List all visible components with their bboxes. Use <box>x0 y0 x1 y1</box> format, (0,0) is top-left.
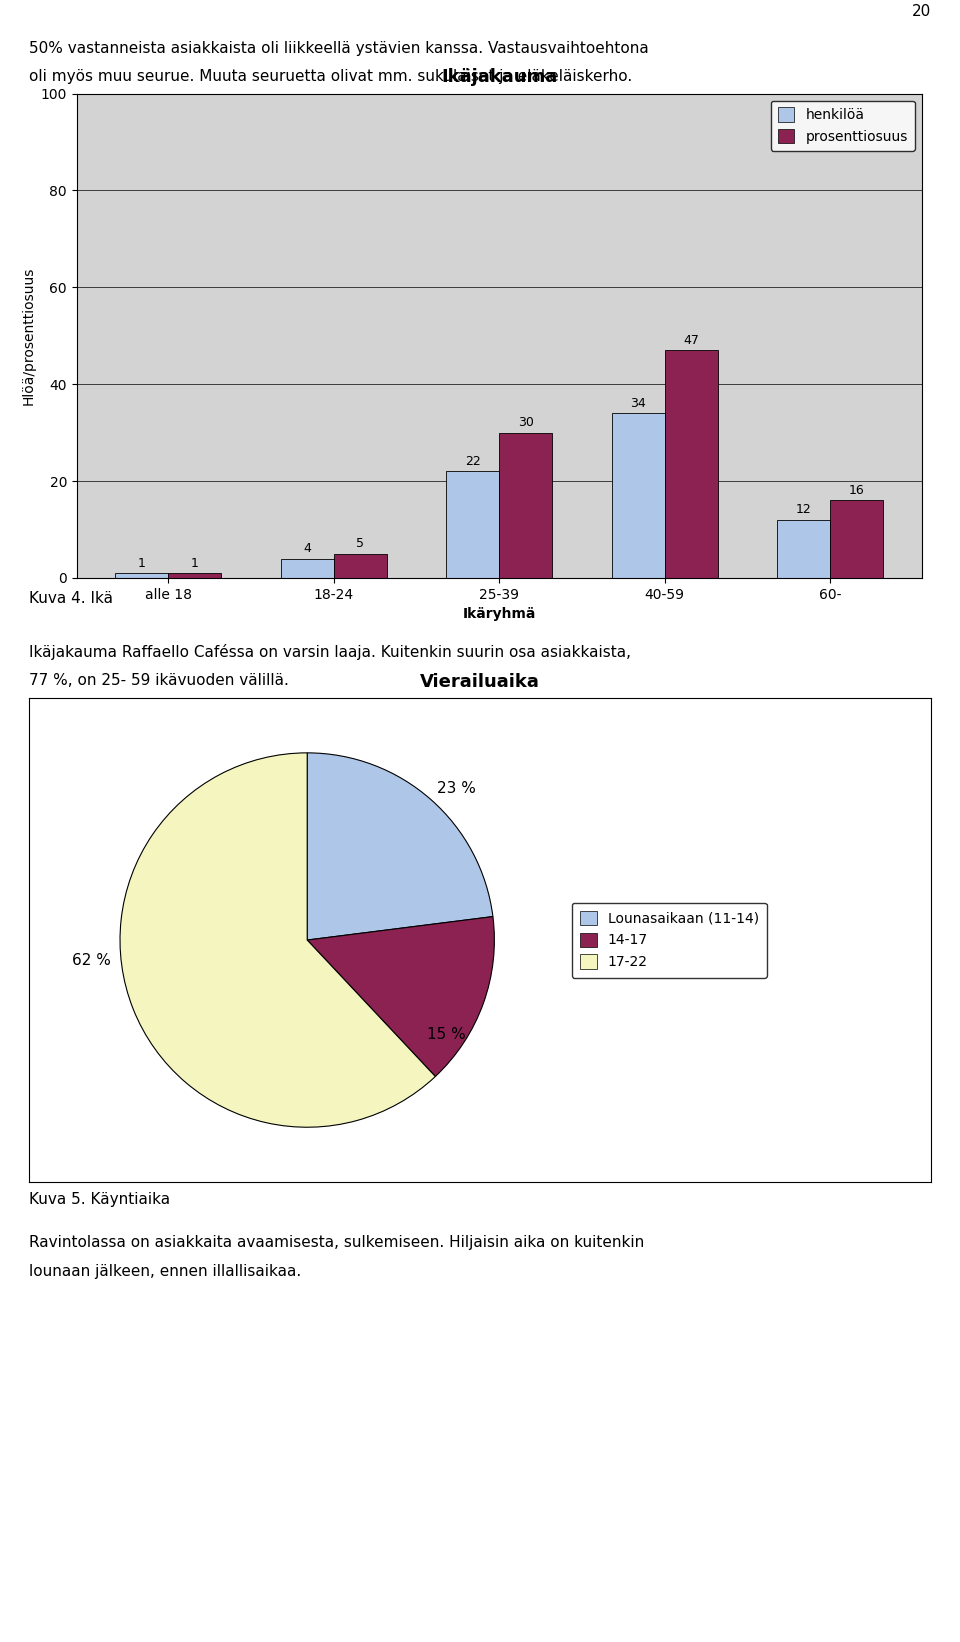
Text: 50% vastanneista asiakkaista oli liikkeellä ystävien kanssa. Vastausvaihtoehtona: 50% vastanneista asiakkaista oli liikkee… <box>29 41 649 56</box>
Text: 62 %: 62 % <box>72 952 110 969</box>
Wedge shape <box>120 752 435 1126</box>
Text: Ravintolassa on asiakkaita avaamisesta, sulkemiseen. Hiljaisin aika on kuitenkin: Ravintolassa on asiakkaita avaamisesta, … <box>29 1235 644 1250</box>
Text: 22: 22 <box>465 455 481 468</box>
Text: 20: 20 <box>912 3 931 20</box>
Wedge shape <box>307 752 492 939</box>
Bar <box>499 432 552 578</box>
Wedge shape <box>307 916 494 1077</box>
Title: Ikäjakauma: Ikäjakauma <box>441 69 558 87</box>
Text: lounaan jälkeen, ennen illallisaikaa.: lounaan jälkeen, ennen illallisaikaa. <box>29 1264 301 1279</box>
Text: 4: 4 <box>303 542 311 555</box>
Legend: Lounasaikaan (11-14), 14-17, 17-22: Lounasaikaan (11-14), 14-17, 17-22 <box>571 903 767 977</box>
Text: 47: 47 <box>684 333 699 346</box>
Bar <box>664 350 718 578</box>
Text: 12: 12 <box>796 504 811 517</box>
Text: 23 %: 23 % <box>437 780 475 796</box>
Bar <box>612 414 664 578</box>
Bar <box>280 558 334 578</box>
Text: 1: 1 <box>191 557 199 570</box>
Title: Vierailuaika: Vierailuaika <box>420 673 540 691</box>
Text: 16: 16 <box>849 484 865 498</box>
Bar <box>446 471 499 578</box>
Text: 15 %: 15 % <box>427 1026 466 1043</box>
Bar <box>830 501 883 578</box>
Text: Kuva 5. Käyntiaika: Kuva 5. Käyntiaika <box>29 1192 170 1207</box>
Text: 77 %, on 25- 59 ikävuoden välillä.: 77 %, on 25- 59 ikävuoden välillä. <box>29 673 289 688</box>
Text: 5: 5 <box>356 537 364 550</box>
Text: oli myös muu seurue. Muuta seuruetta olivat mm. sukulaiset ja eläkeläiskerho.: oli myös muu seurue. Muuta seuruetta oli… <box>29 69 632 84</box>
Bar <box>115 573 168 578</box>
Text: 30: 30 <box>517 417 534 429</box>
Bar <box>334 553 387 578</box>
Bar <box>168 573 221 578</box>
Text: 1: 1 <box>137 557 146 570</box>
Y-axis label: Hlöä/prosenttiosuus: Hlöä/prosenttiosuus <box>21 266 36 406</box>
Text: Ikäjakauma Raffaello Caféssa on varsin laaja. Kuitenkin suurin osa asiakkaista,: Ikäjakauma Raffaello Caféssa on varsin l… <box>29 644 631 660</box>
Text: Kuva 4. Ikä: Kuva 4. Ikä <box>29 591 113 606</box>
Text: 34: 34 <box>631 397 646 410</box>
X-axis label: Ikäryhmä: Ikäryhmä <box>463 608 536 621</box>
Bar <box>778 521 830 578</box>
Legend: henkilöä, prosenttiosuus: henkilöä, prosenttiosuus <box>771 100 915 151</box>
